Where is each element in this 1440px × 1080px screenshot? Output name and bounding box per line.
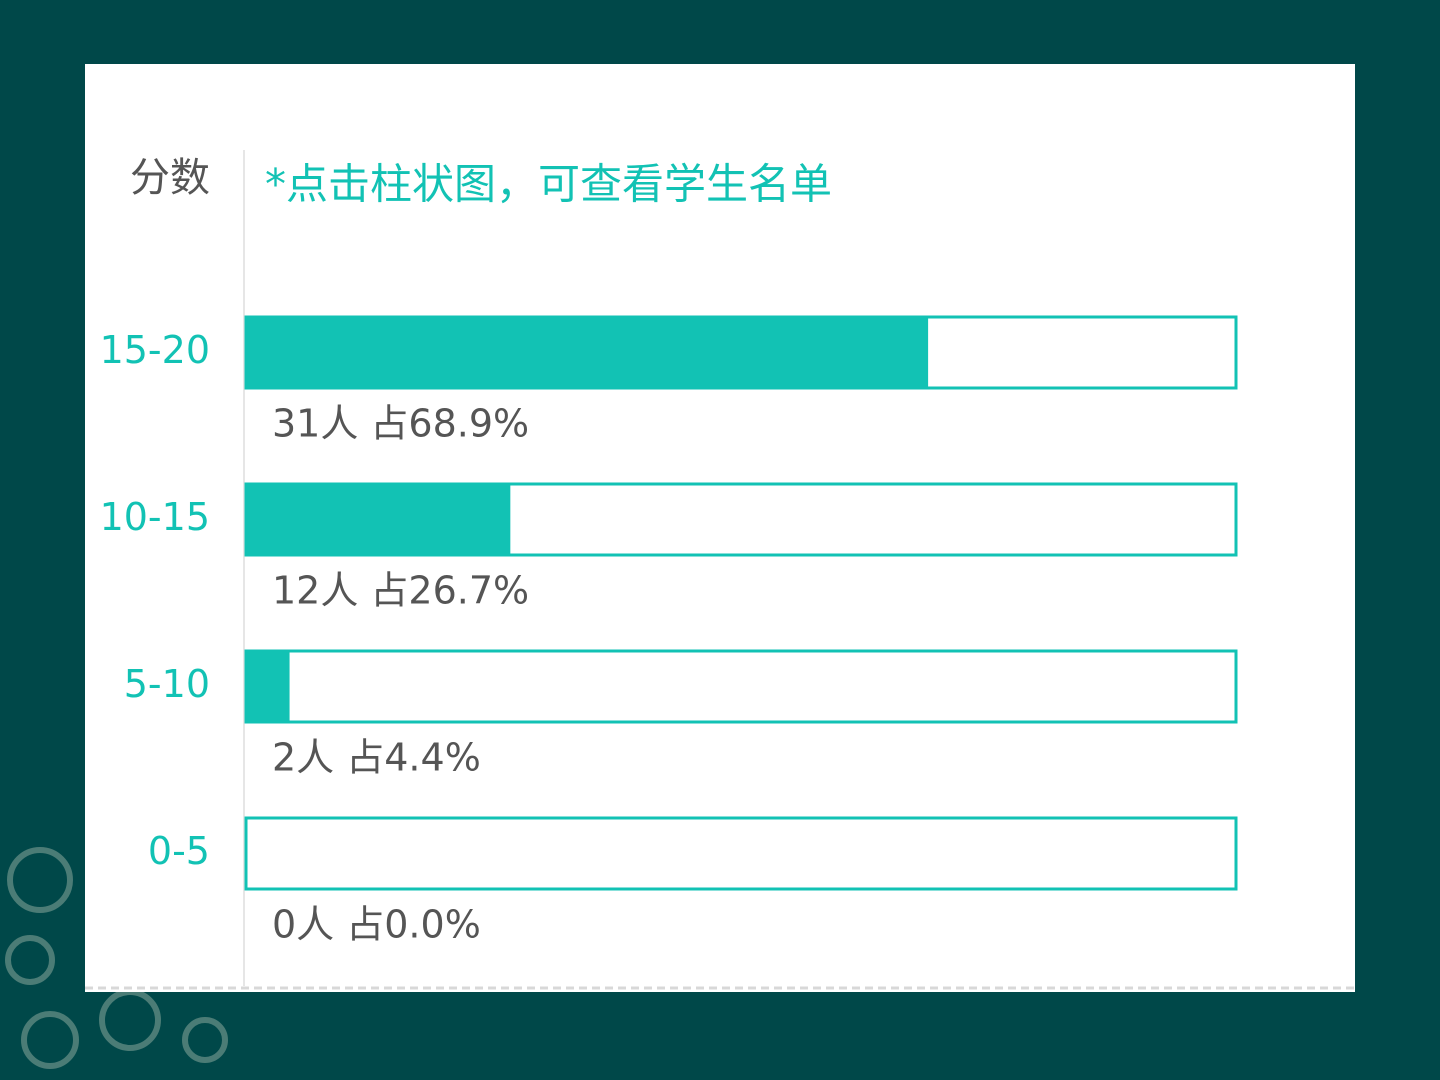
ornament xyxy=(21,1011,79,1069)
value-label: 31人 占68.9% xyxy=(272,402,529,446)
ornament xyxy=(5,935,55,985)
y-tick-label: 10-15 xyxy=(100,495,210,539)
y-tick-label: 5-10 xyxy=(124,662,210,706)
bar-track[interactable] xyxy=(244,649,1238,724)
bar-track[interactable] xyxy=(244,482,1238,557)
ornament xyxy=(7,847,73,913)
bar-track[interactable] xyxy=(244,816,1238,891)
bar[interactable] xyxy=(246,317,929,388)
y-tick-label: 15-20 xyxy=(100,328,210,372)
value-label: 0人 占0.0% xyxy=(272,903,481,947)
subtitle: *点击柱状图，可查看学生名单 xyxy=(265,160,832,209)
y-tick-label: 0-5 xyxy=(148,829,210,873)
y-axis-title: 分数 xyxy=(130,155,210,201)
ornament xyxy=(182,1017,228,1063)
bar-track[interactable] xyxy=(244,315,1238,390)
bar[interactable] xyxy=(246,484,511,555)
value-label: 12人 占26.7% xyxy=(272,569,529,613)
bar[interactable] xyxy=(246,651,290,722)
value-label: 2人 占4.4% xyxy=(272,736,481,780)
decoration xyxy=(5,847,228,1069)
